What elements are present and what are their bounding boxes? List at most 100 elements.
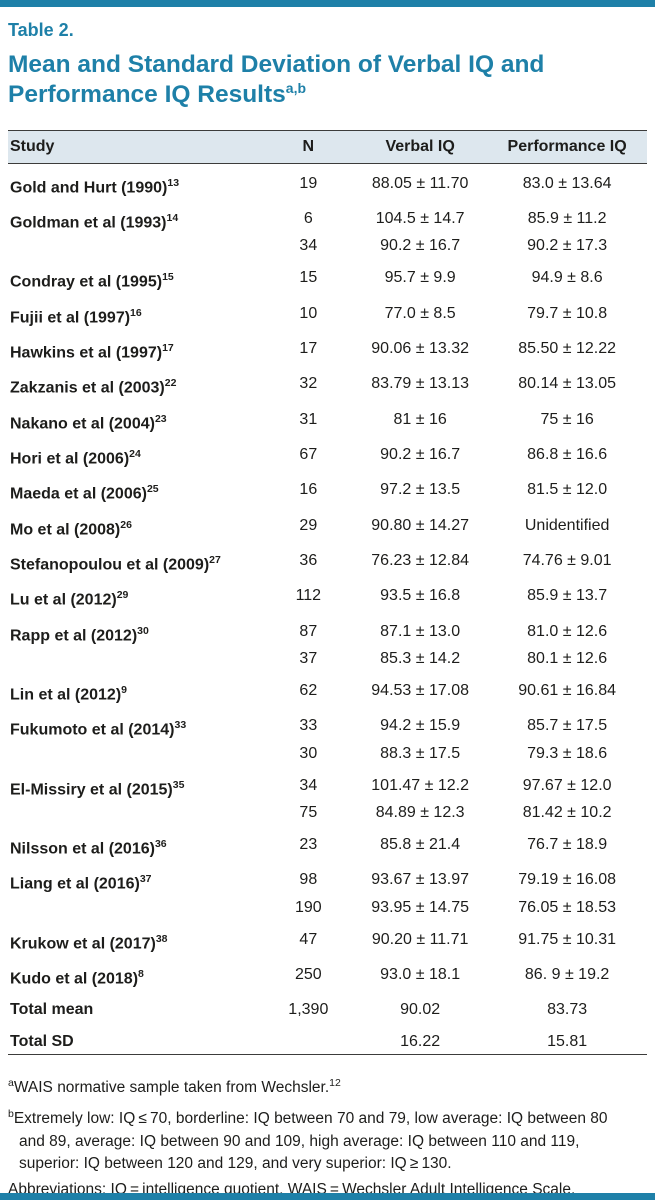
reference-superscript: 15 bbox=[162, 271, 174, 284]
n-cell: 30 bbox=[299, 744, 318, 762]
study-name: Krukow et al (2017) bbox=[10, 934, 156, 952]
n-cell: 31 bbox=[299, 410, 318, 428]
study-name: Zakzanis et al (2003) bbox=[10, 379, 165, 397]
performance-iq-cell: 79.7 ± 10.8 bbox=[527, 304, 608, 322]
performance-iq-cell: 85.7 ± 17.5 bbox=[527, 717, 608, 735]
verbal-iq-cell: 85.3 ± 14.2 bbox=[380, 649, 461, 667]
table-row: El-Missiry et al (2015)35 34 101.47 ± 12.2… bbox=[8, 766, 647, 801]
study-cell: Kudo et al (2018)8 bbox=[8, 955, 264, 990]
table-row: Hori et al (2006)24 67 90.2 ± 16.7 86.8 ± 1… bbox=[8, 435, 647, 470]
study-cell: Total SD bbox=[8, 1022, 264, 1055]
verbal-iq-cell: 88.05 ± 11.70 bbox=[371, 174, 469, 192]
table-row: Kudo et al (2018)8 250 93.0 ± 18.1 86. 9 ± … bbox=[8, 955, 647, 990]
study-name: Liang et al (2016) bbox=[10, 875, 140, 893]
study-cell: El-Missiry et al (2015)35 bbox=[8, 766, 264, 801]
performance-iq-cell: 80.14 ± 13.05 bbox=[518, 375, 616, 393]
study-cell: Nakano et al (2004)23 bbox=[8, 400, 264, 435]
table-row: Fukumoto et al (2014)33 33 94.2 ± 15.9 85.7… bbox=[8, 706, 647, 741]
study-name: Goldman et al (1993) bbox=[10, 214, 167, 232]
study-cell: Nilsson et al (2016)36 bbox=[8, 825, 264, 860]
study-name: Hori et al (2006) bbox=[10, 450, 130, 468]
n-cell: 34 bbox=[299, 776, 318, 794]
n-cell: 32 bbox=[299, 375, 318, 393]
verbal-iq-cell: 85.8 ± 21.4 bbox=[380, 835, 461, 853]
table-row: Total mean 1,390 90.02 83.73 bbox=[8, 990, 647, 1022]
n-cell: 6 bbox=[303, 210, 313, 228]
table-subrow: 75 84.89 ± 12.3 81.42 ± 10.2 bbox=[8, 801, 647, 825]
table-row: Goldman et al (1993)14 6 104.5 ± 14.7 85.9 … bbox=[8, 199, 647, 234]
table-subrow: 190 93.95 ± 14.75 76.05 ± 18.53 bbox=[8, 896, 647, 920]
table-row: Hawkins et al (1997)17 17 90.06 ± 13.32 85.… bbox=[8, 329, 647, 364]
reference-superscript: 30 bbox=[137, 624, 149, 637]
performance-iq-cell: 90.61 ± 16.84 bbox=[518, 681, 616, 699]
bottom-rule bbox=[0, 1193, 655, 1200]
column-header-verbal-iq: Verbal IQ bbox=[353, 129, 488, 164]
study-cell: Rapp et al (2012)30 bbox=[8, 612, 264, 647]
citation-superscript: 12 bbox=[329, 1077, 341, 1090]
verbal-iq-cell: 94.2 ± 15.9 bbox=[380, 717, 461, 735]
reference-superscript: 27 bbox=[209, 553, 221, 566]
footnote-marker: a bbox=[8, 1077, 14, 1090]
performance-iq-cell: 76.05 ± 18.53 bbox=[518, 898, 616, 916]
verbal-iq-cell: 88.3 ± 17.5 bbox=[380, 744, 461, 762]
reference-superscript: 17 bbox=[162, 342, 174, 355]
study-cell: Zakzanis et al (2003)22 bbox=[8, 364, 264, 399]
study-cell bbox=[8, 234, 264, 258]
study-name: Condray et al (1995) bbox=[10, 273, 163, 291]
performance-iq-cell: 86.8 ± 16.6 bbox=[527, 446, 608, 463]
study-cell: Goldman et al (1993)14 bbox=[8, 199, 264, 234]
page-title-superscript: a,b bbox=[285, 79, 307, 96]
study-cell: Mo et al (2008)26 bbox=[8, 506, 264, 541]
n-cell: 87 bbox=[299, 622, 318, 640]
n-cell: 67 bbox=[299, 446, 318, 463]
study-cell bbox=[8, 742, 264, 766]
n-cell: 98 bbox=[299, 871, 318, 889]
table-row: Liang et al (2016)37 98 93.67 ± 13.97 79.19… bbox=[8, 860, 647, 895]
n-cell: 1,390 bbox=[288, 1001, 329, 1019]
study-name: Nakano et al (2004) bbox=[10, 415, 155, 432]
study-cell: Lin et al (2012)9 bbox=[8, 671, 264, 706]
page-title-text: Mean and Standard Deviation of Verbal IQ… bbox=[8, 50, 545, 108]
table-row: Condray et al (1995)15 15 95.7 ± 9.9 94.9 ±… bbox=[8, 258, 647, 293]
reference-superscript: 37 bbox=[139, 873, 152, 886]
study-cell: Condray et al (1995)15 bbox=[8, 258, 264, 293]
footnote: bExtremely low: IQ ≤ 70, borderline: IQ … bbox=[8, 1107, 608, 1173]
study-cell: Maeda et al (2006)25 bbox=[8, 470, 264, 505]
table-row: Zakzanis et al (2003)22 32 83.79 ± 13.13 80… bbox=[8, 364, 647, 399]
verbal-iq-cell: 94.53 ± 17.08 bbox=[371, 681, 470, 699]
study-name: Gold and Hurt (1990) bbox=[10, 179, 168, 197]
table-row: Total SD 16.22 15.81 bbox=[8, 1022, 647, 1055]
verbal-iq-cell: 95.7 ± 9.9 bbox=[384, 269, 456, 287]
table-row: Nilsson et al (2016)36 23 85.8 ± 21.4 76.7 … bbox=[8, 825, 647, 860]
verbal-iq-cell: 90.06 ± 13.32 bbox=[371, 340, 470, 358]
n-cell: 17 bbox=[299, 340, 318, 358]
study-cell: Gold and Hurt (1990)13 bbox=[8, 163, 264, 199]
verbal-iq-cell: 77.0 ± 8.5 bbox=[384, 304, 456, 322]
performance-iq-cell: 97.67 ± 12.0 bbox=[522, 776, 612, 794]
n-cell: 16 bbox=[299, 481, 318, 499]
n-cell: 47 bbox=[299, 930, 318, 948]
table-row: Krukow et al (2017)38 47 90.20 ± 11.71 91.7… bbox=[8, 920, 647, 955]
reference-superscript: 29 bbox=[116, 589, 129, 602]
study-name: Mo et al (2008) bbox=[10, 520, 121, 538]
n-cell: 36 bbox=[299, 551, 318, 569]
n-cell: 23 bbox=[299, 835, 318, 853]
n-cell bbox=[264, 1022, 353, 1055]
study-cell bbox=[8, 801, 264, 825]
table-header-row: Study N Verbal IQ Performance IQ bbox=[8, 129, 647, 164]
table-row: Mo et al (2008)26 29 90.80 ± 14.27 Unidenti… bbox=[8, 506, 647, 541]
study-cell bbox=[8, 896, 264, 920]
study-cell: Lu et al (2012)29 bbox=[8, 576, 264, 611]
study-name: Kudo et al (2018) bbox=[10, 970, 139, 988]
page-title: Mean and Standard Deviation of Verbal IQ… bbox=[8, 50, 628, 110]
reference-superscript: 14 bbox=[166, 212, 179, 225]
verbal-iq-cell: 16.22 bbox=[400, 1033, 441, 1051]
study-cell: Hori et al (2006)24 bbox=[8, 435, 264, 470]
study-name: Maeda et al (2006) bbox=[10, 485, 147, 503]
performance-iq-cell: 81.42 ± 10.2 bbox=[522, 803, 612, 821]
table-row: Nakano et al (2004)23 31 81 ± 16 75 ± 16 bbox=[8, 400, 647, 435]
performance-iq-cell: 79.3 ± 18.6 bbox=[527, 744, 608, 762]
verbal-iq-cell: 93.5 ± 16.8 bbox=[380, 587, 461, 605]
verbal-iq-cell: 76.23 ± 12.84 bbox=[371, 551, 470, 569]
